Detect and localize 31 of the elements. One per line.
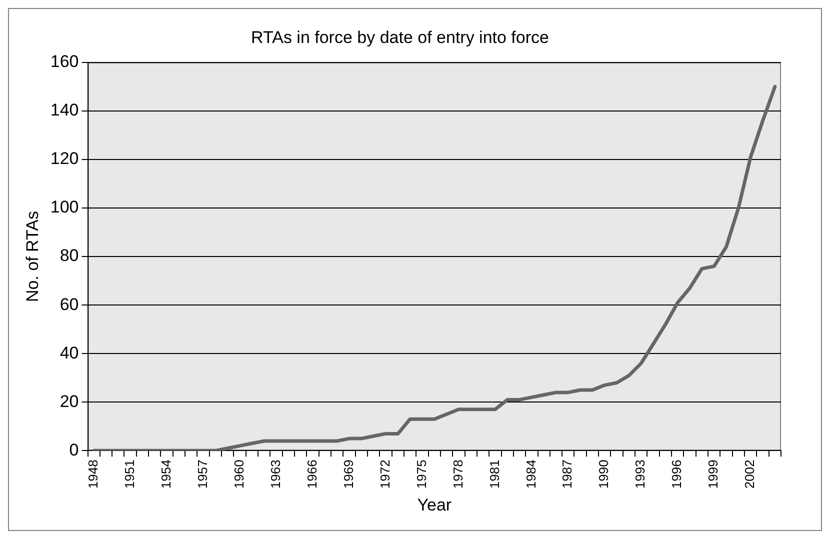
- x-tick-label: 1948: [85, 460, 100, 489]
- y-tick-label: 0: [69, 440, 79, 460]
- y-tick-label: 40: [60, 343, 79, 362]
- x-tick-label: 1954: [158, 460, 174, 489]
- y-tick-label: 20: [60, 392, 79, 411]
- x-tick-label: 1969: [340, 460, 356, 489]
- x-tick-label: 1975: [414, 460, 429, 489]
- y-tick-label: 160: [50, 52, 79, 72]
- y-tick-label: 80: [60, 246, 79, 266]
- x-tick-label: 1999: [706, 460, 721, 489]
- x-tick-label: 1957: [194, 460, 210, 489]
- x-tick-label: 2002: [742, 460, 758, 489]
- x-tick-label: 1993: [632, 460, 648, 489]
- x-tick-label: 1963: [268, 460, 283, 489]
- x-tick-label: 1984: [523, 460, 538, 489]
- x-tick-label: 1972: [377, 460, 392, 489]
- y-tick-label: 140: [50, 100, 79, 120]
- x-axis-title: Year: [417, 495, 452, 514]
- x-tick-label: 1990: [596, 460, 612, 489]
- x-tick-label: 1996: [669, 460, 684, 489]
- x-tick-label: 1951: [122, 460, 137, 489]
- y-tick-label: 60: [60, 294, 79, 314]
- chart-title: RTAs in force by date of entry into force: [251, 28, 549, 47]
- y-tick-label: 120: [50, 149, 79, 168]
- x-tick-label: 1987: [560, 460, 575, 489]
- y-tick-label: 100: [50, 198, 79, 217]
- x-tick-label: 1981: [486, 460, 502, 489]
- x-tick-label: 1978: [450, 460, 466, 489]
- x-tick-label: 1960: [231, 460, 246, 489]
- y-axis-title: No. of RTAs: [22, 211, 42, 302]
- x-tick-label: 1966: [304, 460, 320, 489]
